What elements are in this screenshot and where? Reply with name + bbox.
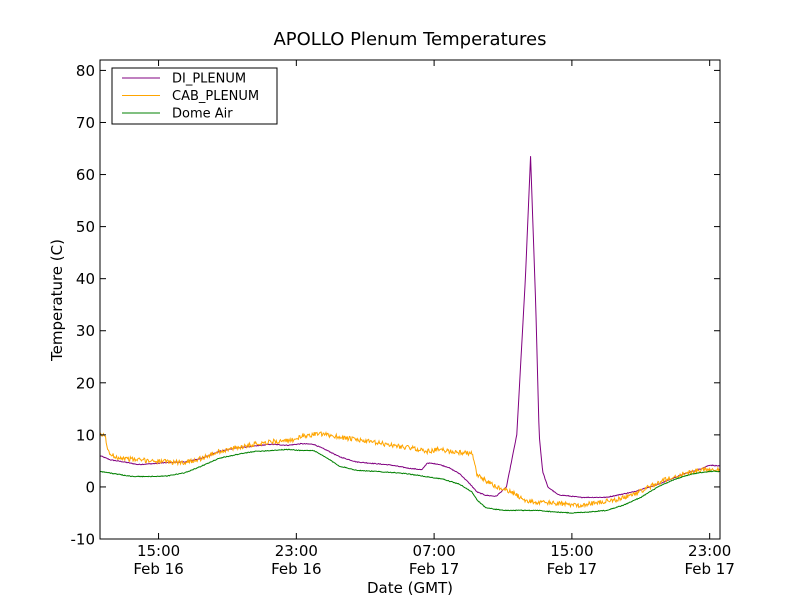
plot-frame xyxy=(99,59,721,540)
x-tick-time-label: 15:00 xyxy=(137,542,180,560)
y-tick-label: 40 xyxy=(76,270,95,288)
y-tick-label: 10 xyxy=(76,426,95,444)
y-tick-label: 60 xyxy=(76,166,95,184)
y-tick-label: 50 xyxy=(76,218,95,236)
legend-label-di-plenum: DI_PLENUM xyxy=(172,72,246,87)
legend: DI_PLENUM CAB_PLENUM Dome Air xyxy=(111,67,278,125)
x-tick-date-label: Feb 17 xyxy=(547,560,597,578)
x-tick-time-label: 23:00 xyxy=(688,542,731,560)
y-tick-label: 80 xyxy=(76,62,95,80)
chart-title: APOLLO Plenum Temperatures xyxy=(273,29,546,50)
x-tick-time-label: 07:00 xyxy=(412,542,455,560)
series-line-dome-air xyxy=(99,448,721,514)
x-tick-time-label: 23:00 xyxy=(275,542,318,560)
y-tick-label: 20 xyxy=(76,374,95,392)
x-tick-time-label: 15:00 xyxy=(550,542,593,560)
y-tick-label: 0 xyxy=(85,478,95,496)
legend-label-dome-air: Dome Air xyxy=(172,107,233,122)
x-axis-label: Date (GMT) xyxy=(367,579,453,597)
x-tick-date-label: Feb 17 xyxy=(684,560,734,578)
y-tick-label: 70 xyxy=(76,114,95,132)
y-tick-label: 30 xyxy=(76,322,95,340)
legend-label-cab-plenum: CAB_PLENUM xyxy=(172,89,259,104)
y-axis-label: Temperature (C) xyxy=(48,239,66,362)
x-tick-date-label: Feb 17 xyxy=(409,560,459,578)
series-layer xyxy=(99,156,721,514)
series-line-cab-plenum xyxy=(99,430,721,509)
x-tick-date-label: Feb 16 xyxy=(271,560,321,578)
y-tick-label: -10 xyxy=(71,531,96,549)
x-tick-date-label: Feb 16 xyxy=(133,560,183,578)
